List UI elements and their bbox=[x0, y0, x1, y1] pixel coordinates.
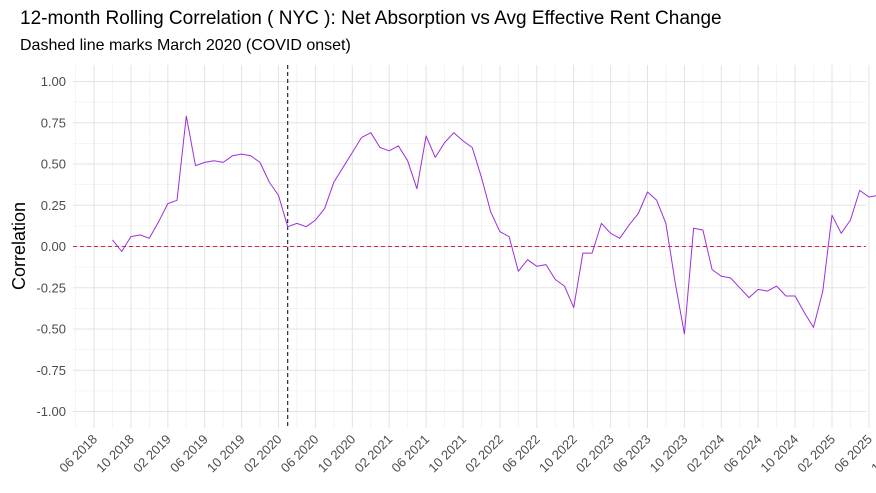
x-tick-label: 02 2021 bbox=[351, 432, 395, 476]
x-tick-label: 06 2024 bbox=[720, 432, 764, 476]
x-tick-label: 10 2018 bbox=[93, 432, 137, 476]
y-axis-label: Correlation bbox=[9, 202, 29, 290]
x-tick-label: 02 2022 bbox=[462, 432, 506, 476]
x-tick-label: 02 2023 bbox=[573, 432, 617, 476]
y-tick-label: -0.25 bbox=[36, 280, 66, 295]
x-tick-label: 10 2024 bbox=[757, 432, 801, 476]
x-tick-label: 10 2022 bbox=[536, 432, 580, 476]
y-tick-label: 0.25 bbox=[41, 198, 66, 213]
y-tick-label: 0.50 bbox=[41, 157, 66, 172]
x-tick-label: 02 2025 bbox=[794, 432, 838, 476]
y-tick-label: 0.00 bbox=[41, 239, 66, 254]
y-tick-label: 1.00 bbox=[41, 74, 66, 89]
x-tick-label: 06 2018 bbox=[56, 432, 100, 476]
series-layer bbox=[112, 115, 876, 335]
x-tick-label: 02 2024 bbox=[684, 432, 728, 476]
y-tick-label: 0.75 bbox=[41, 115, 66, 130]
x-tick-label: 06 2022 bbox=[499, 432, 543, 476]
reference-lines bbox=[73, 65, 866, 428]
x-tick-label: 06 2021 bbox=[388, 432, 432, 476]
x-tick-label: 10 2023 bbox=[647, 432, 691, 476]
x-tick-label: 10 2021 bbox=[425, 432, 469, 476]
correlation-line bbox=[112, 115, 876, 335]
x-tick-label: 06 2019 bbox=[167, 432, 211, 476]
chart-title: 12-month Rolling Correlation ( NYC ): Ne… bbox=[20, 8, 722, 29]
chart-subtitle: Dashed line marks March 2020 (COVID onse… bbox=[20, 37, 351, 54]
x-tick-label: 10 2020 bbox=[315, 432, 359, 476]
y-tick-label: -0.75 bbox=[36, 363, 66, 378]
y-axis-ticks: 1.00 0.75 0.50 0.25 0.00 -0.25 -0.50 -0.75 -1.00 bbox=[36, 74, 66, 419]
x-tick-label: 06 2025 bbox=[831, 432, 875, 476]
y-tick-label: -1.00 bbox=[36, 404, 66, 419]
x-tick-label: 10 2019 bbox=[204, 432, 248, 476]
x-tick-label: 06 2023 bbox=[610, 432, 654, 476]
x-tick-label: 06 2020 bbox=[278, 432, 322, 476]
x-tick-label: 02 2020 bbox=[241, 432, 285, 476]
y-tick-label: -0.50 bbox=[36, 322, 66, 337]
x-tick-label: 02 2019 bbox=[130, 432, 174, 476]
